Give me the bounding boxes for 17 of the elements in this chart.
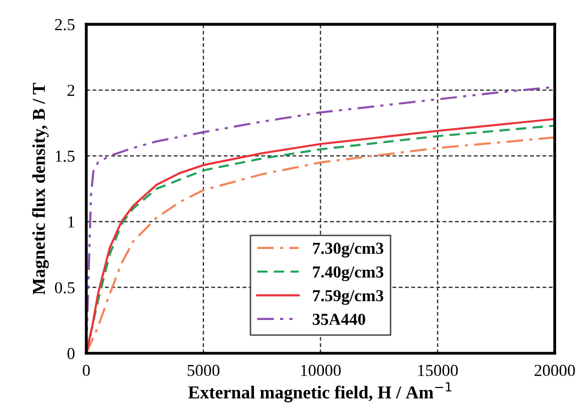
y-tick-label: 1.5 [56, 150, 75, 162]
x-tick-label: 0 [82, 364, 90, 376]
y-tick-label: 0.5 [54, 282, 75, 294]
x-tick-label: 5000 [188, 364, 220, 376]
legend-label: 35A440 [312, 314, 366, 325]
x-axis-title: External magnetic field, H / Am$^{−1}$ [188, 382, 452, 402]
y-tick-label: 1 [68, 216, 74, 228]
y-axis-title: Magnetic flux density, B / T [32, 82, 49, 295]
legend-label: 7.40g/cm3 [313, 266, 384, 282]
y-tick-label: 2 [68, 84, 74, 96]
x-tick-label: 15000 [418, 364, 458, 376]
legend-label: 7.59g/cm3 [313, 290, 384, 305]
x-tick-label: 10000 [301, 364, 341, 376]
x-tick-label: 20000 [534, 364, 575, 376]
y-tick-label: 0 [67, 348, 75, 360]
y-tick-label: 2.5 [55, 19, 75, 30]
legend-label: 7.30g/cm3 [313, 242, 384, 258]
